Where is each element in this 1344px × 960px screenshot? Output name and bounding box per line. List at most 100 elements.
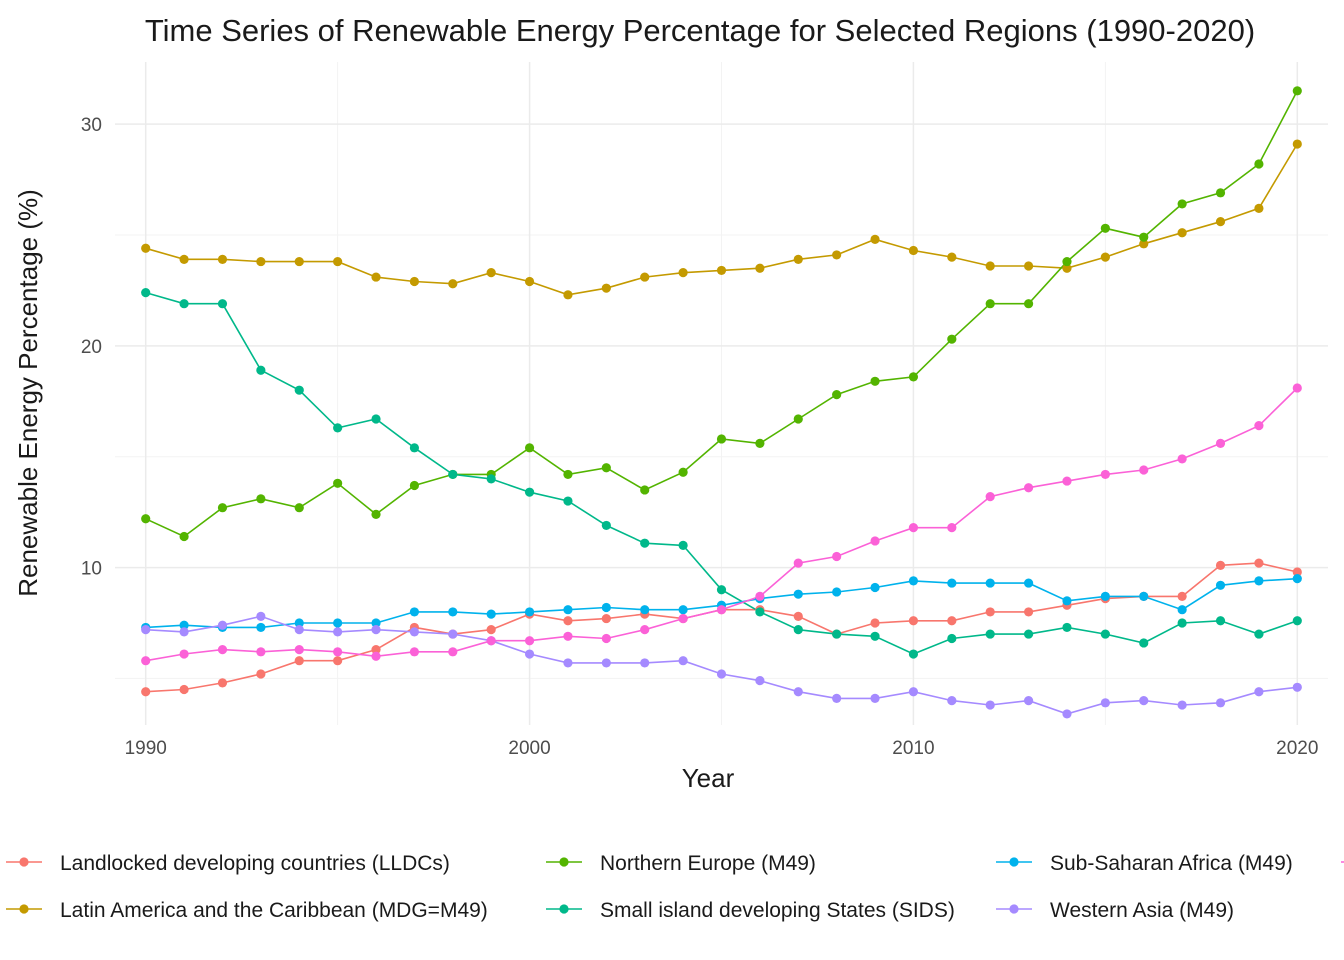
data-point (716, 585, 727, 595)
data-point (217, 254, 228, 264)
data-point (1062, 622, 1072, 633)
data-point (141, 243, 151, 253)
data-point (563, 605, 573, 615)
data-point (179, 649, 189, 659)
data-point (1177, 605, 1187, 615)
y-tick-label: 20 (81, 337, 102, 358)
data-point (601, 613, 611, 624)
data-point (985, 261, 995, 271)
data-point (640, 538, 650, 548)
data-point (1215, 698, 1226, 708)
data-point (1100, 629, 1110, 639)
data-point (256, 365, 266, 375)
data-point (1023, 483, 1034, 493)
data-point (1177, 618, 1187, 628)
data-point (217, 503, 228, 513)
data-point (1292, 139, 1302, 149)
data-point (217, 678, 228, 688)
x-tick-label: 2010 (892, 738, 934, 759)
data-point (524, 607, 535, 617)
data-point (832, 629, 842, 639)
data-point (1062, 476, 1072, 486)
data-point (409, 480, 420, 491)
data-point (563, 469, 573, 480)
grid (115, 62, 1328, 725)
data-point (908, 649, 919, 659)
data-point (333, 656, 343, 666)
data-point (371, 651, 381, 661)
x-tick-label: 2020 (1276, 738, 1318, 759)
data-point (832, 390, 842, 400)
data-point (294, 656, 304, 666)
legend-item: Sub-Saharan Africa (M49) (996, 852, 1293, 875)
data-point (1177, 454, 1187, 464)
data-point (640, 658, 650, 668)
data-point (179, 531, 189, 542)
data-point (1100, 252, 1110, 262)
data-point (333, 423, 343, 433)
data-point (1100, 591, 1110, 601)
data-point (524, 487, 535, 497)
data-point (333, 256, 343, 267)
data-point (793, 254, 803, 264)
data-point (985, 700, 995, 710)
data-point (524, 443, 535, 453)
data-point (1215, 438, 1226, 448)
data-point (563, 631, 573, 641)
data-point (563, 290, 573, 300)
data-point (1292, 616, 1302, 626)
data-point (217, 299, 228, 309)
data-point (640, 485, 650, 495)
legend-item: Latin America and the Caribbean (MDG=M49… (6, 899, 488, 922)
data-point (716, 669, 727, 679)
data-point (1292, 86, 1302, 96)
data-point (1177, 199, 1187, 209)
data-point (947, 696, 957, 706)
data-point (947, 252, 957, 262)
data-point (409, 647, 420, 657)
legend-label: Latin America and the Caribbean (MDG=M49… (60, 899, 488, 922)
data-point (333, 627, 343, 637)
data-point (755, 438, 765, 448)
data-point (985, 607, 995, 617)
legend-key-point (19, 904, 29, 914)
data-point (141, 625, 151, 635)
data-point (755, 591, 765, 601)
legend-key-point (559, 857, 569, 867)
data-point (1139, 232, 1149, 242)
data-point (908, 372, 919, 382)
legend-key-point (19, 857, 29, 867)
data-point (908, 576, 919, 586)
data-point (524, 636, 535, 646)
data-point (256, 256, 266, 267)
data-point (1139, 465, 1149, 475)
data-point (985, 629, 995, 639)
x-axis-ticks: 1990 2000 2010 2020 (125, 738, 1319, 759)
data-point (333, 478, 343, 488)
legend-label: Western Asia (M49) (1050, 899, 1234, 922)
data-point (1139, 638, 1149, 648)
legend: Landlocked developing countries (LLDCs) L… (6, 852, 1344, 922)
data-point (179, 620, 189, 630)
data-point (371, 509, 381, 519)
data-point (294, 625, 304, 635)
data-point (601, 658, 611, 668)
data-point (1023, 629, 1034, 639)
data-point (448, 629, 458, 639)
data-point (448, 647, 458, 657)
data-point (985, 578, 995, 588)
data-point (1177, 228, 1187, 238)
data-point (1023, 299, 1034, 309)
data-point (141, 656, 151, 666)
data-point (1139, 239, 1149, 249)
legend-key-point (1009, 857, 1019, 867)
data-point (409, 607, 420, 617)
legend-item: Western Asia (M49) (996, 899, 1234, 922)
data-point (256, 494, 266, 504)
data-point (1215, 217, 1226, 227)
data-point (793, 687, 803, 697)
data-point (563, 496, 573, 506)
data-point (486, 609, 496, 619)
data-point (716, 605, 727, 615)
